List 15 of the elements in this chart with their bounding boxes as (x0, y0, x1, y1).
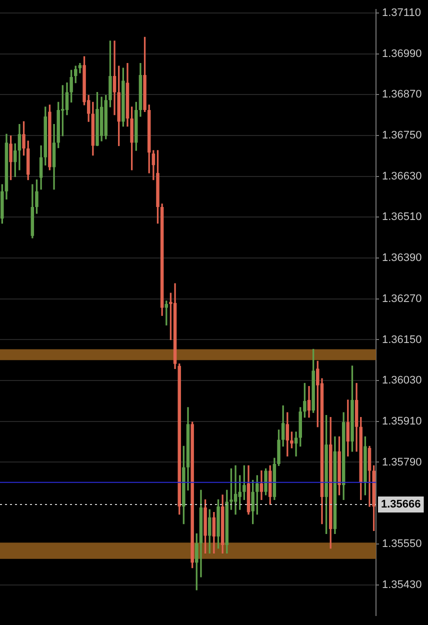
y-tick-label: 1.36270 (382, 292, 422, 305)
y-tick-label: 1.35430 (382, 578, 422, 591)
y-tick-label: 1.36750 (382, 130, 422, 142)
y-tick-label: 1.37110 (382, 7, 421, 20)
y-tick-label: 1.36870 (382, 88, 422, 101)
y-tick-label: 1.36990 (382, 48, 422, 60)
ref-line-label: 1.35666 (381, 498, 421, 510)
y-tick-label: 1.35550 (382, 538, 422, 550)
y-tick-label: 1.36630 (382, 170, 422, 182)
y-tick-label: 1.35910 (382, 415, 422, 428)
y-tick-label: 1.35790 (382, 456, 422, 468)
y-tick-label: 1.36390 (382, 252, 422, 264)
y-tick-label: 1.36510 (382, 211, 422, 224)
y-tick-label: 1.36150 (382, 334, 422, 346)
y-tick-label: 1.36030 (382, 374, 422, 387)
